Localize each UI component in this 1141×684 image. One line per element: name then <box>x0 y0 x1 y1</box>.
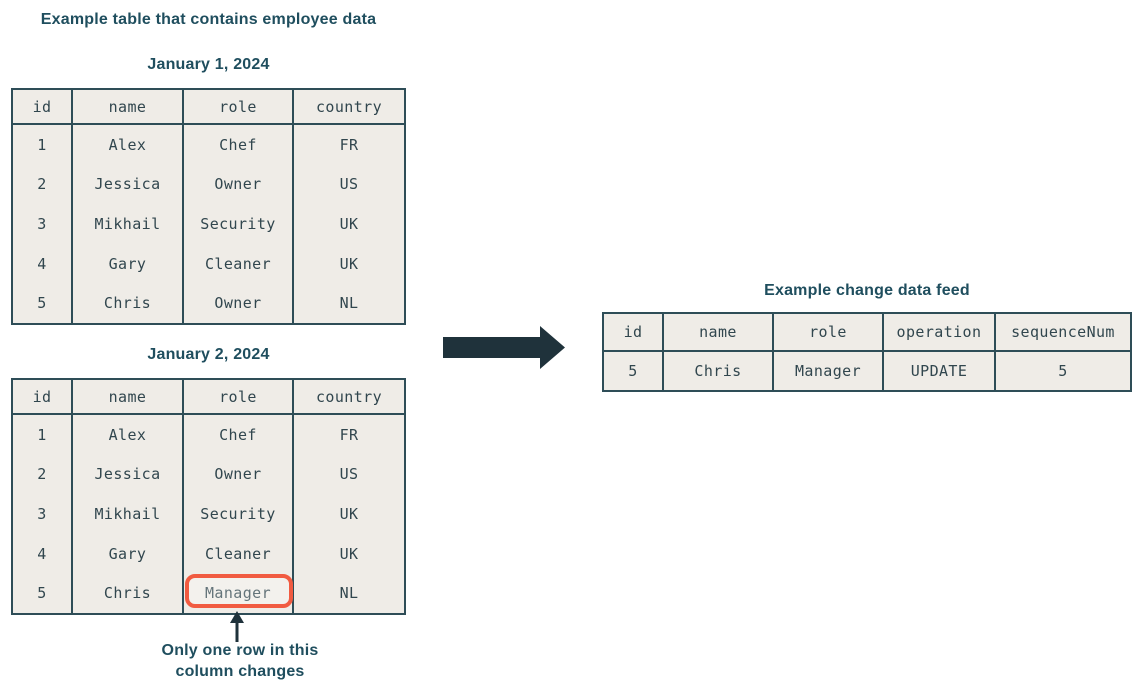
cell-country: UK <box>339 504 359 523</box>
table-header-row: id name role country <box>13 380 404 415</box>
cell-role: Chef <box>184 415 294 455</box>
cell-id: 3 <box>13 494 73 534</box>
cell-name: Chris <box>664 352 774 390</box>
cell-name: Chris <box>73 283 184 323</box>
table-jan1-caption: January 1, 2024 <box>147 56 270 73</box>
cell-id: 2 <box>13 454 73 495</box>
column-header-name: name <box>73 90 184 123</box>
cell-country: UK <box>339 254 359 273</box>
cell-id: 1 <box>13 125 73 165</box>
left-section-title: Example table that contains employee dat… <box>40 11 377 28</box>
arrow-up-icon <box>230 611 244 642</box>
column-header-id: id <box>13 90 73 123</box>
cell-id: 5 <box>13 283 73 323</box>
cell-country: FR <box>339 425 359 444</box>
table-row: 3 Mikhail Security UK <box>13 494 404 534</box>
cell-id: 4 <box>13 533 73 574</box>
cell-id: 5 <box>604 352 664 390</box>
cell-role: Owner <box>184 454 294 495</box>
column-header-country: country <box>315 387 382 406</box>
column-header-name: name <box>664 314 774 350</box>
cell-role: Cleaner <box>184 533 294 574</box>
change-data-feed-table: id name role operation sequenceNum 5 Chr… <box>602 312 1132 392</box>
cell-role: Chef <box>184 125 294 165</box>
cell-country: FR <box>339 135 359 154</box>
cell-id: 2 <box>13 164 73 205</box>
column-header-id: id <box>13 380 73 413</box>
cell-name: Chris <box>73 573 184 613</box>
column-header-role: role <box>184 380 294 413</box>
cell-role: Manager <box>184 573 294 613</box>
cell-country: UK <box>339 544 359 563</box>
cell-name: Jessica <box>73 454 184 495</box>
cell-role: Security <box>184 494 294 534</box>
employee-table-jan1: id name role country 1 Alex Chef FR 2 Je… <box>11 88 406 325</box>
column-header-name: name <box>73 380 184 413</box>
cell-role: Manager <box>774 352 884 390</box>
table-row: 2 Jessica Owner US <box>13 164 404 205</box>
cell-role: Cleaner <box>184 243 294 284</box>
cell-role: Owner <box>184 283 294 323</box>
annotation-line-1: Only one row in this <box>161 642 319 659</box>
table-row: 5 Chris Manager NL <box>13 573 404 613</box>
table-row: 1 Alex Chef FR <box>13 125 404 165</box>
table-jan2-caption: January 2, 2024 <box>147 346 270 363</box>
cell-name: Alex <box>73 415 184 455</box>
cell-country: UK <box>339 214 359 233</box>
column-header-role: role <box>184 90 294 123</box>
table-body: 1 Alex Chef FR 2 Jessica Owner US 3 Mikh… <box>13 415 404 613</box>
table-row: 3 Mikhail Security UK <box>13 204 404 244</box>
cell-name: Mikhail <box>73 204 184 244</box>
cell-sequencenum: 5 <box>1058 362 1068 380</box>
arrow-right-icon <box>443 326 565 369</box>
table-header-row: id name role operation sequenceNum <box>604 314 1130 352</box>
cell-name: Gary <box>73 533 184 574</box>
right-section-title: Example change data feed <box>764 282 970 299</box>
cell-name: Mikhail <box>73 494 184 534</box>
cell-role: Security <box>184 204 294 244</box>
column-header-sequencenum: sequenceNum <box>1011 323 1115 341</box>
cell-name: Gary <box>73 243 184 284</box>
table-row: 1 Alex Chef FR <box>13 415 404 455</box>
table-row: 5 Chris Owner NL <box>13 283 404 323</box>
table-body: 1 Alex Chef FR 2 Jessica Owner US 3 Mikh… <box>13 125 404 323</box>
annotation-line-2: column changes <box>175 663 305 680</box>
cell-name: Alex <box>73 125 184 165</box>
cell-id: 5 <box>13 573 73 613</box>
cell-id: 3 <box>13 204 73 244</box>
annotation-text: Only one row in this column changes <box>70 640 410 682</box>
cell-country: US <box>339 465 359 484</box>
column-header-operation: operation <box>884 314 996 350</box>
cell-country: NL <box>339 294 359 313</box>
cell-id: 1 <box>13 415 73 455</box>
column-header-role: role <box>774 314 884 350</box>
table-row: 2 Jessica Owner US <box>13 454 404 495</box>
cell-country: NL <box>339 584 359 603</box>
column-header-id: id <box>604 314 664 350</box>
table-row: 5 Chris Manager UPDATE 5 <box>604 352 1130 390</box>
table-row: 4 Gary Cleaner UK <box>13 243 404 284</box>
cell-id: 4 <box>13 243 73 284</box>
cell-name: Jessica <box>73 164 184 205</box>
column-header-country: country <box>315 97 382 116</box>
cell-role: Owner <box>184 164 294 205</box>
cell-country: US <box>339 175 359 194</box>
table-body: 5 Chris Manager UPDATE 5 <box>604 352 1130 390</box>
cell-operation: UPDATE <box>884 352 996 390</box>
table-header-row: id name role country <box>13 90 404 125</box>
employee-table-jan2: id name role country 1 Alex Chef FR 2 Je… <box>11 378 406 615</box>
table-row: 4 Gary Cleaner UK <box>13 533 404 574</box>
